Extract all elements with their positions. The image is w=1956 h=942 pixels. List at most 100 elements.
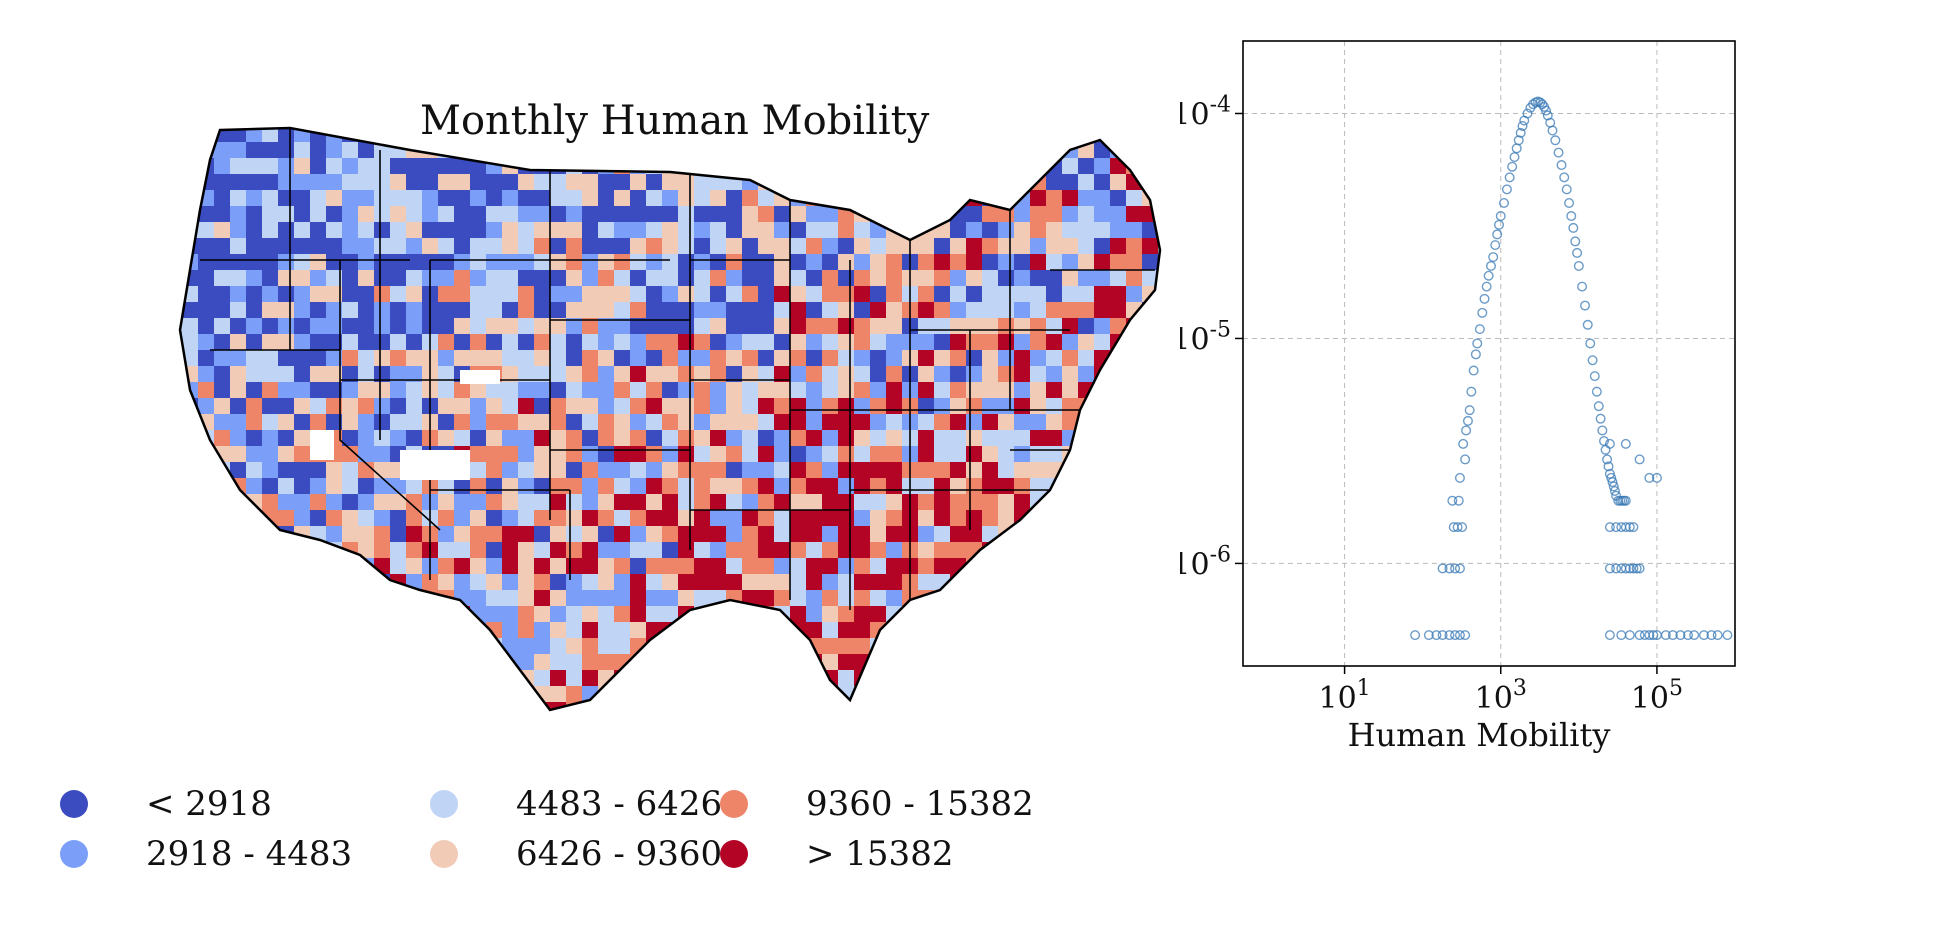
county-cell bbox=[358, 142, 374, 158]
county-cell bbox=[470, 510, 486, 526]
county-cell bbox=[646, 398, 662, 414]
county-cell bbox=[470, 174, 486, 190]
county-cell bbox=[342, 302, 358, 318]
county-cell bbox=[838, 494, 854, 510]
county-cell bbox=[614, 254, 630, 270]
county-cell bbox=[534, 542, 550, 558]
county-cell bbox=[1142, 128, 1158, 142]
county-cell bbox=[246, 318, 262, 334]
county-cell bbox=[1126, 510, 1142, 526]
county-cell bbox=[950, 670, 966, 686]
data-point bbox=[1573, 260, 1584, 271]
county-cell bbox=[902, 670, 918, 686]
county-cell bbox=[246, 414, 262, 430]
county-cell bbox=[518, 590, 534, 606]
county-cell bbox=[358, 350, 374, 366]
county-cell bbox=[950, 254, 966, 270]
county-cell bbox=[454, 414, 470, 430]
county-cell bbox=[822, 158, 838, 174]
county-cell bbox=[918, 302, 934, 318]
county-cell bbox=[726, 638, 742, 654]
county-cell bbox=[406, 366, 422, 382]
county-cell bbox=[710, 398, 726, 414]
county-cell bbox=[966, 462, 982, 478]
county-cell bbox=[758, 142, 774, 158]
county-cell bbox=[246, 350, 262, 366]
county-cell bbox=[294, 174, 310, 190]
county-cell bbox=[150, 286, 166, 302]
county-cell bbox=[534, 142, 550, 158]
county-cell bbox=[950, 654, 966, 670]
county-cell bbox=[1062, 286, 1078, 302]
county-cell bbox=[694, 270, 710, 286]
legend-label: > 15382 bbox=[806, 834, 954, 874]
county-cell bbox=[854, 350, 870, 366]
county-cell bbox=[934, 542, 950, 558]
county-cell bbox=[422, 670, 438, 686]
county-cell bbox=[710, 190, 726, 206]
county-cell bbox=[662, 174, 678, 190]
county-cell bbox=[534, 222, 550, 238]
county-cell bbox=[822, 430, 838, 446]
county-cell bbox=[278, 142, 294, 158]
county-cell bbox=[1078, 590, 1094, 606]
county-cell bbox=[214, 478, 230, 494]
county-cell bbox=[678, 494, 694, 510]
county-cell bbox=[278, 174, 294, 190]
county-cell bbox=[278, 510, 294, 526]
county-cell bbox=[742, 526, 758, 542]
county-cell bbox=[310, 414, 326, 430]
county-cell bbox=[710, 158, 726, 174]
county-cell bbox=[1078, 510, 1094, 526]
county-cell bbox=[326, 158, 342, 174]
county-cell bbox=[902, 718, 918, 734]
county-cell bbox=[438, 190, 454, 206]
county-cell bbox=[278, 478, 294, 494]
county-cell bbox=[918, 446, 934, 462]
county-cell bbox=[1158, 414, 1160, 430]
county-cell bbox=[646, 462, 662, 478]
county-cell bbox=[294, 686, 310, 702]
county-cell bbox=[1078, 286, 1094, 302]
county-cell bbox=[214, 222, 230, 238]
county-cell bbox=[694, 222, 710, 238]
county-cell bbox=[918, 494, 934, 510]
county-cell bbox=[406, 606, 422, 622]
county-cell bbox=[534, 718, 550, 734]
county-cell bbox=[534, 254, 550, 270]
county-cell bbox=[246, 270, 262, 286]
county-cell bbox=[1014, 542, 1030, 558]
county-cell bbox=[998, 718, 1014, 734]
county-cell bbox=[180, 462, 182, 478]
county-cell bbox=[246, 206, 262, 222]
county-cell bbox=[1142, 670, 1158, 686]
county-cell bbox=[1014, 670, 1030, 686]
county-cell bbox=[710, 366, 726, 382]
county-cell bbox=[150, 366, 166, 382]
county-cell bbox=[726, 238, 742, 254]
county-cell bbox=[1078, 542, 1094, 558]
county-cell bbox=[662, 286, 678, 302]
county-cell bbox=[582, 270, 598, 286]
county-cell bbox=[1094, 222, 1110, 238]
county-cell bbox=[1014, 654, 1030, 670]
county-cell bbox=[1046, 622, 1062, 638]
county-cell bbox=[214, 382, 230, 398]
county-cell bbox=[1142, 206, 1158, 222]
county-cell bbox=[342, 350, 358, 366]
county-cell bbox=[390, 558, 406, 574]
data-point bbox=[1464, 405, 1475, 416]
county-cell bbox=[726, 606, 742, 622]
county-cell bbox=[454, 382, 470, 398]
county-cell bbox=[1014, 558, 1030, 574]
county-cell bbox=[422, 142, 438, 158]
county-cell bbox=[598, 334, 614, 350]
county-cell bbox=[502, 414, 518, 430]
county-cell bbox=[806, 174, 822, 190]
county-cell bbox=[886, 254, 902, 270]
county-cell bbox=[950, 702, 966, 710]
county-cell bbox=[582, 558, 598, 574]
county-cell bbox=[710, 542, 726, 558]
county-cell bbox=[438, 382, 454, 398]
county-cell bbox=[1142, 702, 1158, 710]
